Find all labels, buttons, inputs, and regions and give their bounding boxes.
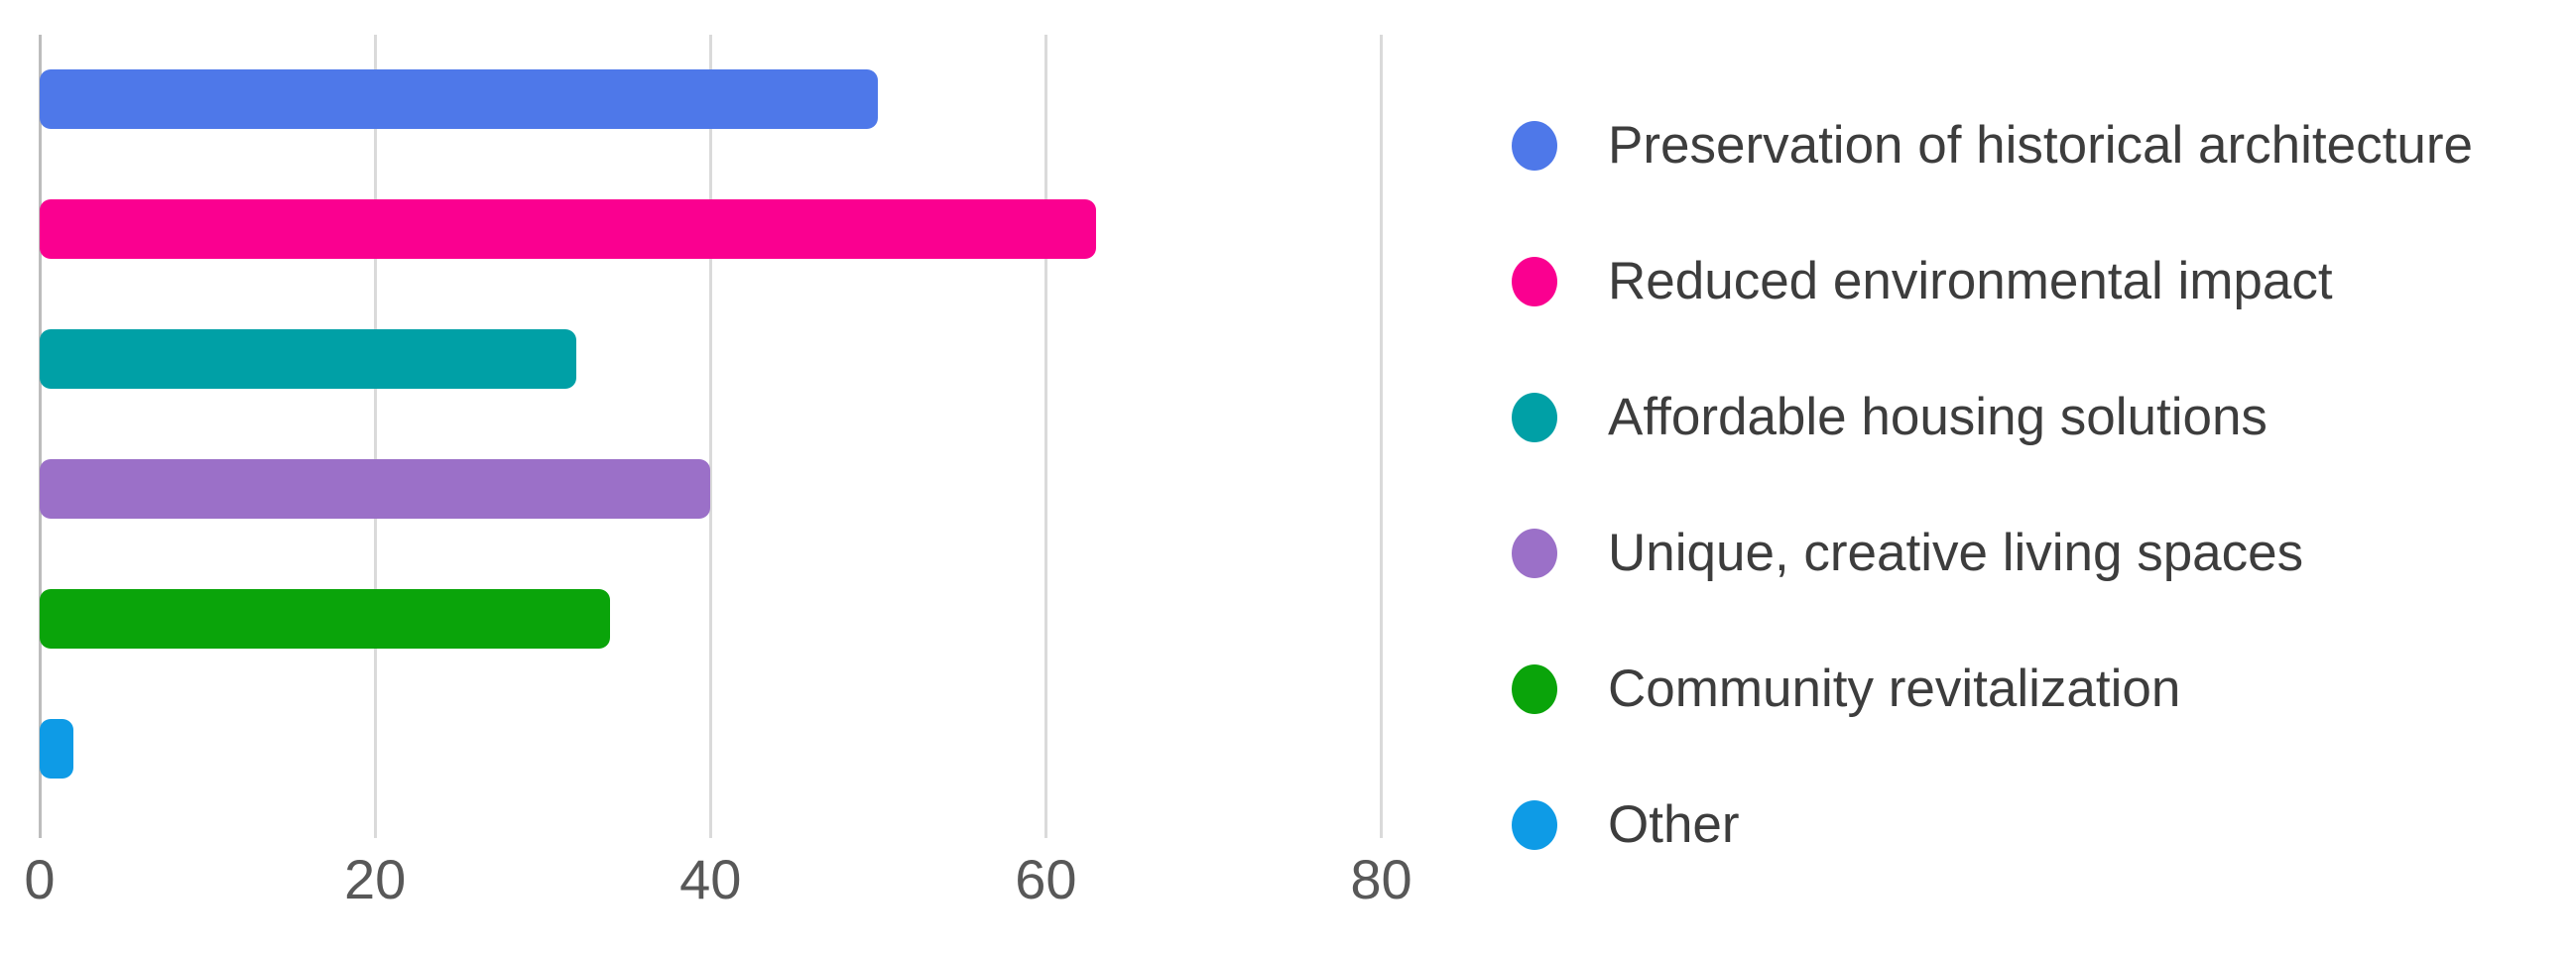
legend-label: Community revitalization [1608, 660, 2181, 718]
legend-label: Unique, creative living spaces [1608, 524, 2304, 582]
gridline-80 [1380, 35, 1384, 838]
legend-swatch-circle-icon [1512, 800, 1557, 850]
x-tick-label-40: 40 [679, 848, 742, 910]
legend-item-community-revitalization: Community revitalization [1512, 658, 2180, 721]
legend-label: Preservation of historical architecture [1608, 116, 2473, 175]
legend-item-other: Other [1512, 793, 1740, 857]
x-tick-label-20: 20 [343, 848, 407, 910]
legend-item-reduced-environmental-impact: Reduced environmental impact [1512, 250, 2333, 313]
legend-item-preservation-of-historical-architecture: Preservation of historical architecture [1512, 114, 2473, 178]
x-tick-label-80: 80 [1350, 848, 1412, 910]
bar-reduced-environmental-impact[interactable] [40, 199, 1097, 259]
bar-unique-creative-living-spaces[interactable] [40, 459, 711, 519]
gridline-20 [374, 35, 378, 838]
legend-item-affordable-housing-solutions: Affordable housing solutions [1512, 386, 2268, 449]
plot-area [39, 35, 1465, 838]
bar-preservation-of-historical-architecture[interactable] [40, 69, 879, 129]
y-axis-line [39, 35, 42, 838]
legend-label: Other [1608, 795, 1740, 854]
legend-swatch-circle-icon [1512, 393, 1557, 442]
x-tick-label-0: 0 [24, 848, 56, 910]
legend-swatch-circle-icon [1512, 257, 1557, 306]
legend-item-unique-creative-living-spaces: Unique, creative living spaces [1512, 522, 2303, 585]
legend-swatch-circle-icon [1512, 529, 1557, 578]
bar-community-revitalization[interactable] [40, 589, 610, 649]
gridline-60 [1044, 35, 1048, 838]
gridline-40 [709, 35, 713, 838]
legend-swatch-circle-icon [1512, 121, 1557, 171]
legend-swatch-circle-icon [1512, 664, 1557, 714]
legend-label: Affordable housing solutions [1608, 388, 2268, 446]
x-tick-label-60: 60 [1015, 848, 1077, 910]
bar-other[interactable] [40, 719, 73, 779]
legend-label: Reduced environmental impact [1608, 252, 2333, 310]
bar-affordable-housing-solutions[interactable] [40, 329, 576, 389]
